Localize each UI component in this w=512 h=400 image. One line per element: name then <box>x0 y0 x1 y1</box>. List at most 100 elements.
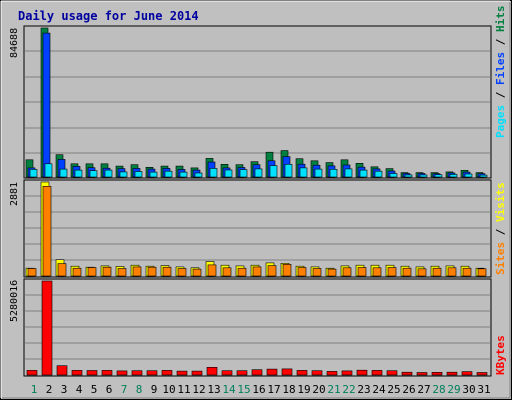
x-tick-label: 29 <box>447 383 460 396</box>
bar-pages-day-6 <box>104 169 113 178</box>
bar-kbytes-day-12 <box>191 370 203 376</box>
x-tick-label: 19 <box>297 383 310 396</box>
bar-pages-day-11 <box>179 171 188 178</box>
bar-kbytes-day-9 <box>146 370 158 376</box>
bar-pages-day-3 <box>59 168 68 178</box>
bar-kbytes-day-31 <box>476 372 488 376</box>
bar-pages-day-31 <box>479 174 488 178</box>
bar-sites-day-28 <box>432 267 442 277</box>
x-tick-label: 22 <box>342 383 355 396</box>
bar-kbytes-day-17 <box>266 368 278 376</box>
y-max-label: 84688 <box>9 28 20 58</box>
x-tick-label: 7 <box>121 383 128 396</box>
bar-kbytes-day-16 <box>251 369 263 376</box>
bar-sites-day-11 <box>177 268 187 277</box>
bar-pages-day-2 <box>44 163 53 178</box>
bar-kbytes-day-27 <box>416 372 428 376</box>
bar-pages-day-5 <box>89 170 98 178</box>
bar-sites-day-7 <box>117 268 127 277</box>
bar-kbytes-day-22 <box>341 370 353 376</box>
bar-sites-day-8 <box>132 266 142 277</box>
gridlines <box>25 50 490 154</box>
bar-kbytes-day-25 <box>386 370 398 376</box>
bar-kbytes-day-4 <box>71 370 83 376</box>
bar-kbytes-day-24 <box>371 370 383 376</box>
bar-kbytes-day-6 <box>101 370 113 376</box>
bar-sites-day-10 <box>162 266 172 277</box>
x-tick-label: 6 <box>106 383 113 396</box>
bar-kbytes-day-7 <box>116 370 128 376</box>
bar-kbytes-day-10 <box>161 370 173 376</box>
bar-sites-day-9 <box>147 266 157 277</box>
legend-hits: Hits <box>494 6 507 33</box>
x-tick-label: 4 <box>76 383 83 396</box>
bar-pages-day-28 <box>434 174 443 178</box>
bar-pages-day-21 <box>329 169 338 178</box>
bar-sites-day-19 <box>297 267 307 277</box>
x-tick-label: 5 <box>91 383 98 396</box>
bar-sites-day-6 <box>102 266 112 277</box>
x-tick-label: 2 <box>46 383 53 396</box>
bar-sites-day-25 <box>387 267 397 277</box>
legend-files: Files <box>494 52 507 85</box>
bar-pages-day-20 <box>314 168 323 178</box>
legend-separator: / <box>494 85 507 105</box>
bar-pages-day-12 <box>194 172 203 178</box>
bar-pages-day-23 <box>359 169 368 178</box>
bar-kbytes-day-30 <box>461 371 473 376</box>
legend-visits-sites: Sites / Visits <box>494 182 507 275</box>
x-tick-label: 30 <box>462 383 475 396</box>
bar-sites-day-21 <box>327 268 337 277</box>
chart-title: Daily usage for June 2014 <box>18 9 199 23</box>
bars-kbytes <box>26 280 488 376</box>
legend-visits: Visits <box>494 182 507 222</box>
x-tick-label: 31 <box>477 383 490 396</box>
bar-kbytes-day-8 <box>131 370 143 376</box>
bar-files-day-2 <box>42 32 51 178</box>
x-tick-label: 25 <box>387 383 400 396</box>
bar-pages-day-13 <box>209 168 218 178</box>
bar-sites-day-1 <box>27 268 37 277</box>
bar-sites-day-31 <box>477 268 487 277</box>
bar-pages-day-4 <box>74 169 83 178</box>
x-tick-label: 16 <box>252 383 265 396</box>
bar-pages-day-29 <box>449 174 458 178</box>
legend-kbytes: KBytes <box>494 335 507 375</box>
bar-pages-day-24 <box>374 170 383 178</box>
bar-sites-day-14 <box>222 267 232 277</box>
gridlines <box>25 195 490 261</box>
bar-sites-day-13 <box>207 264 217 277</box>
bar-sites-day-22 <box>342 267 352 277</box>
bar-sites-day-18 <box>282 263 292 277</box>
bar-pages-day-19 <box>299 167 308 178</box>
bar-kbytes-day-26 <box>401 371 413 376</box>
x-axis-day-labels: 1 2 3 4 5 6 7 8 9 10 11 12 13 14 15 16 17 18 19 20 21 22 23 24 2… <box>31 383 491 396</box>
bar-sites-day-27 <box>417 268 427 277</box>
bar-pages-day-16 <box>254 168 263 178</box>
x-tick-label: 26 <box>402 383 415 396</box>
bar-sites-day-24 <box>372 267 382 277</box>
x-tick-label: 28 <box>432 383 445 396</box>
x-tick-label: 8 <box>136 383 143 396</box>
panel-hits-files-pages: 84688 <box>9 25 492 179</box>
bar-sites-day-20 <box>312 268 322 277</box>
bar-kbytes-day-13 <box>206 366 218 376</box>
bar-pages-day-1 <box>29 169 38 178</box>
bar-pages-day-8 <box>134 171 143 178</box>
bar-kbytes-day-19 <box>296 370 308 376</box>
bars-visits-sites <box>25 181 487 277</box>
panel-visits-sites: 2881 <box>9 179 492 278</box>
bar-sites-day-3 <box>57 263 67 277</box>
bar-kbytes-day-20 <box>311 370 323 376</box>
bar-sites-day-17 <box>267 265 277 277</box>
bar-sites-day-16 <box>252 266 262 277</box>
bar-pages-day-30 <box>464 173 473 178</box>
bar-pages-day-17 <box>269 165 278 178</box>
x-tick-label: 11 <box>177 383 190 396</box>
bar-pages-day-25 <box>389 173 398 178</box>
panel-kbytes: 5280016 <box>9 278 492 377</box>
x-tick-label: 23 <box>357 383 370 396</box>
x-tick-label: 18 <box>282 383 295 396</box>
legend-separator: / <box>494 32 507 52</box>
legend-separator: / <box>494 222 507 242</box>
